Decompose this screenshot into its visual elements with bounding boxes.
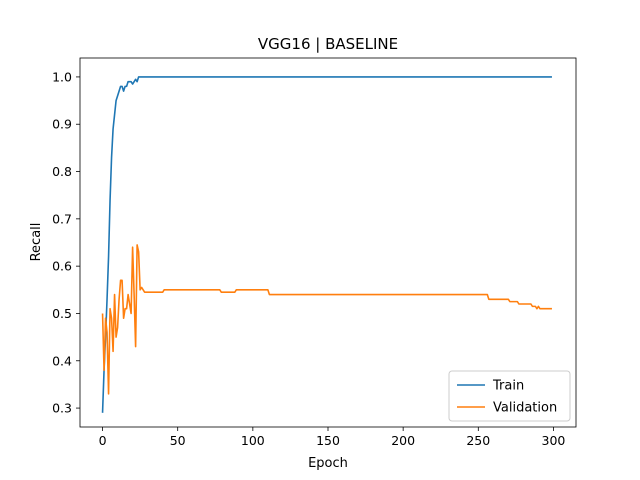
legend-label-train: Train — [492, 379, 524, 394]
legend-box — [448, 370, 571, 422]
x-tick-label: 300 — [542, 433, 566, 448]
y-tick-label: 0.9 — [52, 117, 72, 132]
y-tick-label: 0.5 — [52, 306, 72, 321]
y-tick-label: 0.7 — [52, 211, 72, 226]
x-tick-label: 150 — [316, 433, 340, 448]
y-tick-label: 1.0 — [52, 69, 72, 84]
y-tick-label: 0.8 — [52, 164, 72, 179]
series-lines — [101, 76, 552, 413]
axes-group: 0 50 100 150 200 250 300 0.3 0.4 0.5 0.6 0.7 0.8 0.9 1… — [52, 69, 565, 448]
y-tick-label: 0.4 — [52, 353, 72, 368]
y-tick-label: 0.3 — [52, 401, 72, 416]
y-axis-label: Recall — [29, 223, 44, 262]
x-tick-label: 250 — [466, 433, 490, 448]
y-tick-label: 0.6 — [52, 259, 72, 274]
plot-frame — [79, 57, 577, 428]
series-line-validation — [101, 244, 552, 395]
legend: Train Validation — [448, 370, 571, 422]
series-line-train — [101, 76, 552, 413]
x-tick-label: 100 — [241, 433, 265, 448]
x-tick-label: 50 — [170, 433, 186, 448]
x-axis-label: Epoch — [308, 456, 348, 471]
legend-label-validation: Validation — [493, 401, 557, 416]
x-tick-label: 200 — [391, 433, 415, 448]
chart-title: VGG16 | BASELINE — [258, 35, 398, 53]
x-tick-label: 0 — [99, 433, 107, 448]
